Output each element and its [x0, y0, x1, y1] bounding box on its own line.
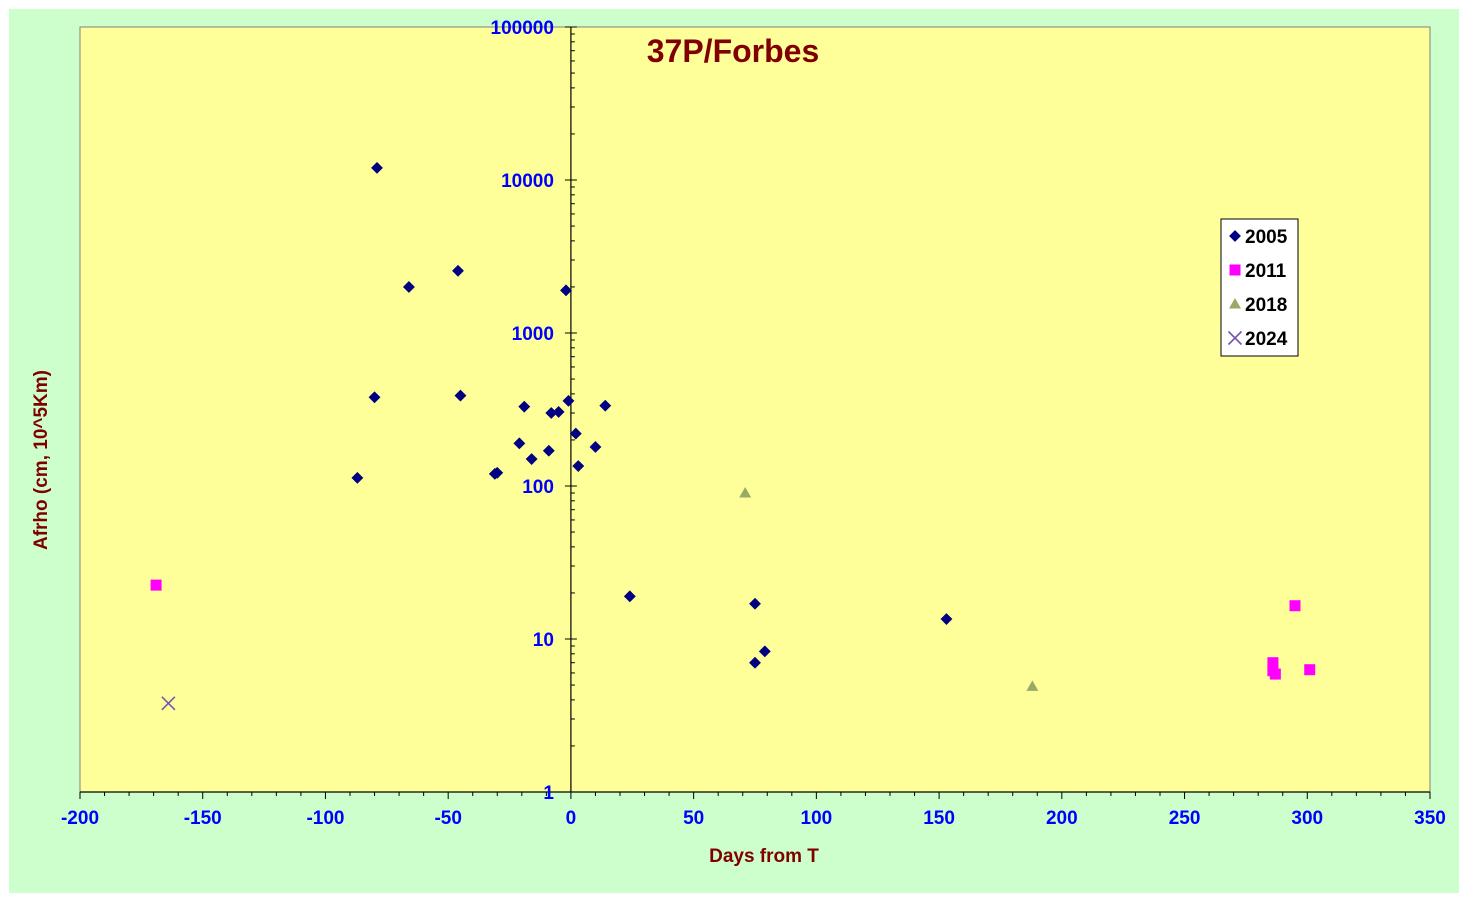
data-point-2005 [749, 597, 761, 610]
x-tick-label: 150 [923, 808, 955, 829]
legend-marker-2024 [1227, 330, 1243, 346]
x-tick-label: -200 [61, 808, 99, 829]
data-point-2005 [758, 645, 771, 658]
plot-area [79, 26, 1431, 793]
data-point-2005 [525, 453, 538, 465]
data-point-2005 [371, 161, 383, 174]
legend-marker-2018 [1229, 298, 1241, 309]
data-point-2011 [1289, 600, 1301, 612]
data-point-2005 [940, 613, 953, 625]
y-tick-label: 10000 [501, 171, 554, 192]
data-point-2005 [454, 389, 467, 402]
data-point-2005 [569, 427, 582, 440]
data-point-2005 [402, 281, 415, 293]
x-tick-label: 300 [1291, 808, 1323, 829]
x-tick-label: -100 [306, 808, 344, 829]
legend-marker-2024-stroke [1227, 330, 1243, 346]
data-point-2005 [589, 441, 602, 453]
legend-label: 2011 [1245, 261, 1287, 282]
legend: 2005 2011 2018 2024 [1220, 218, 1299, 357]
chart-title: 37P/Forbes [647, 33, 820, 69]
x-tick-label: -50 [434, 808, 461, 829]
y-tick-label: 100 [522, 477, 554, 498]
data-point-2005 [518, 400, 531, 413]
x-axis-title: Days from T [709, 846, 819, 867]
data-point-2005 [572, 460, 585, 472]
axes [80, 27, 1430, 793]
data-point-2024-stroke [161, 696, 176, 711]
data-point-2005 [560, 284, 572, 297]
data-point-2005 [351, 471, 364, 484]
y-tick-label: 1 [543, 783, 554, 804]
data-points [150, 161, 1316, 711]
x-tick-label: 250 [1169, 808, 1201, 829]
x-tick-label: 200 [1046, 808, 1078, 829]
data-point-2005 [749, 656, 761, 669]
x-tick-label: 50 [683, 808, 704, 829]
data-point-2011 [150, 579, 162, 591]
data-point-2005 [452, 264, 464, 277]
x-tick-label: 350 [1414, 808, 1446, 829]
y-axis-ticks: 1 10 100 1000 10000 100000 [491, 18, 577, 804]
data-point-2005 [513, 437, 526, 450]
x-tick-label: 100 [801, 808, 833, 829]
y-tick-label: 1000 [512, 324, 554, 345]
data-point-2005 [623, 590, 636, 603]
data-point-2005 [562, 394, 575, 407]
data-point-2005 [368, 391, 381, 404]
y-axis-title: Afrho (cm, 10^5Km) [31, 370, 52, 550]
legend-marker-2005 [1229, 230, 1241, 242]
y-tick-label: 100000 [491, 18, 554, 39]
data-point-2024 [161, 696, 176, 711]
data-point-2011 [1304, 664, 1316, 676]
x-tick-label: -150 [184, 808, 222, 829]
legend-label: 2018 [1245, 295, 1287, 316]
data-point-2018 [739, 487, 752, 498]
data-point-2011 [1269, 668, 1281, 680]
data-point-2005 [599, 399, 612, 412]
data-point-2005 [542, 444, 555, 457]
data-point-2005 [552, 405, 565, 418]
x-tick-label: 0 [566, 808, 577, 829]
legend-box [1220, 218, 1299, 357]
legend-label: 2005 [1245, 227, 1288, 248]
x-axis-ticks: -200 -150 -100 -50 0 50 100 150 200 250 300 350 [61, 792, 1446, 829]
y-tick-label: 10 [533, 630, 554, 651]
data-point-2011 [1267, 657, 1279, 669]
legend-marker-2011 [1229, 264, 1241, 276]
data-point-2005 [491, 466, 504, 479]
data-point-2018 [1026, 680, 1039, 691]
legend-label: 2024 [1245, 329, 1288, 350]
